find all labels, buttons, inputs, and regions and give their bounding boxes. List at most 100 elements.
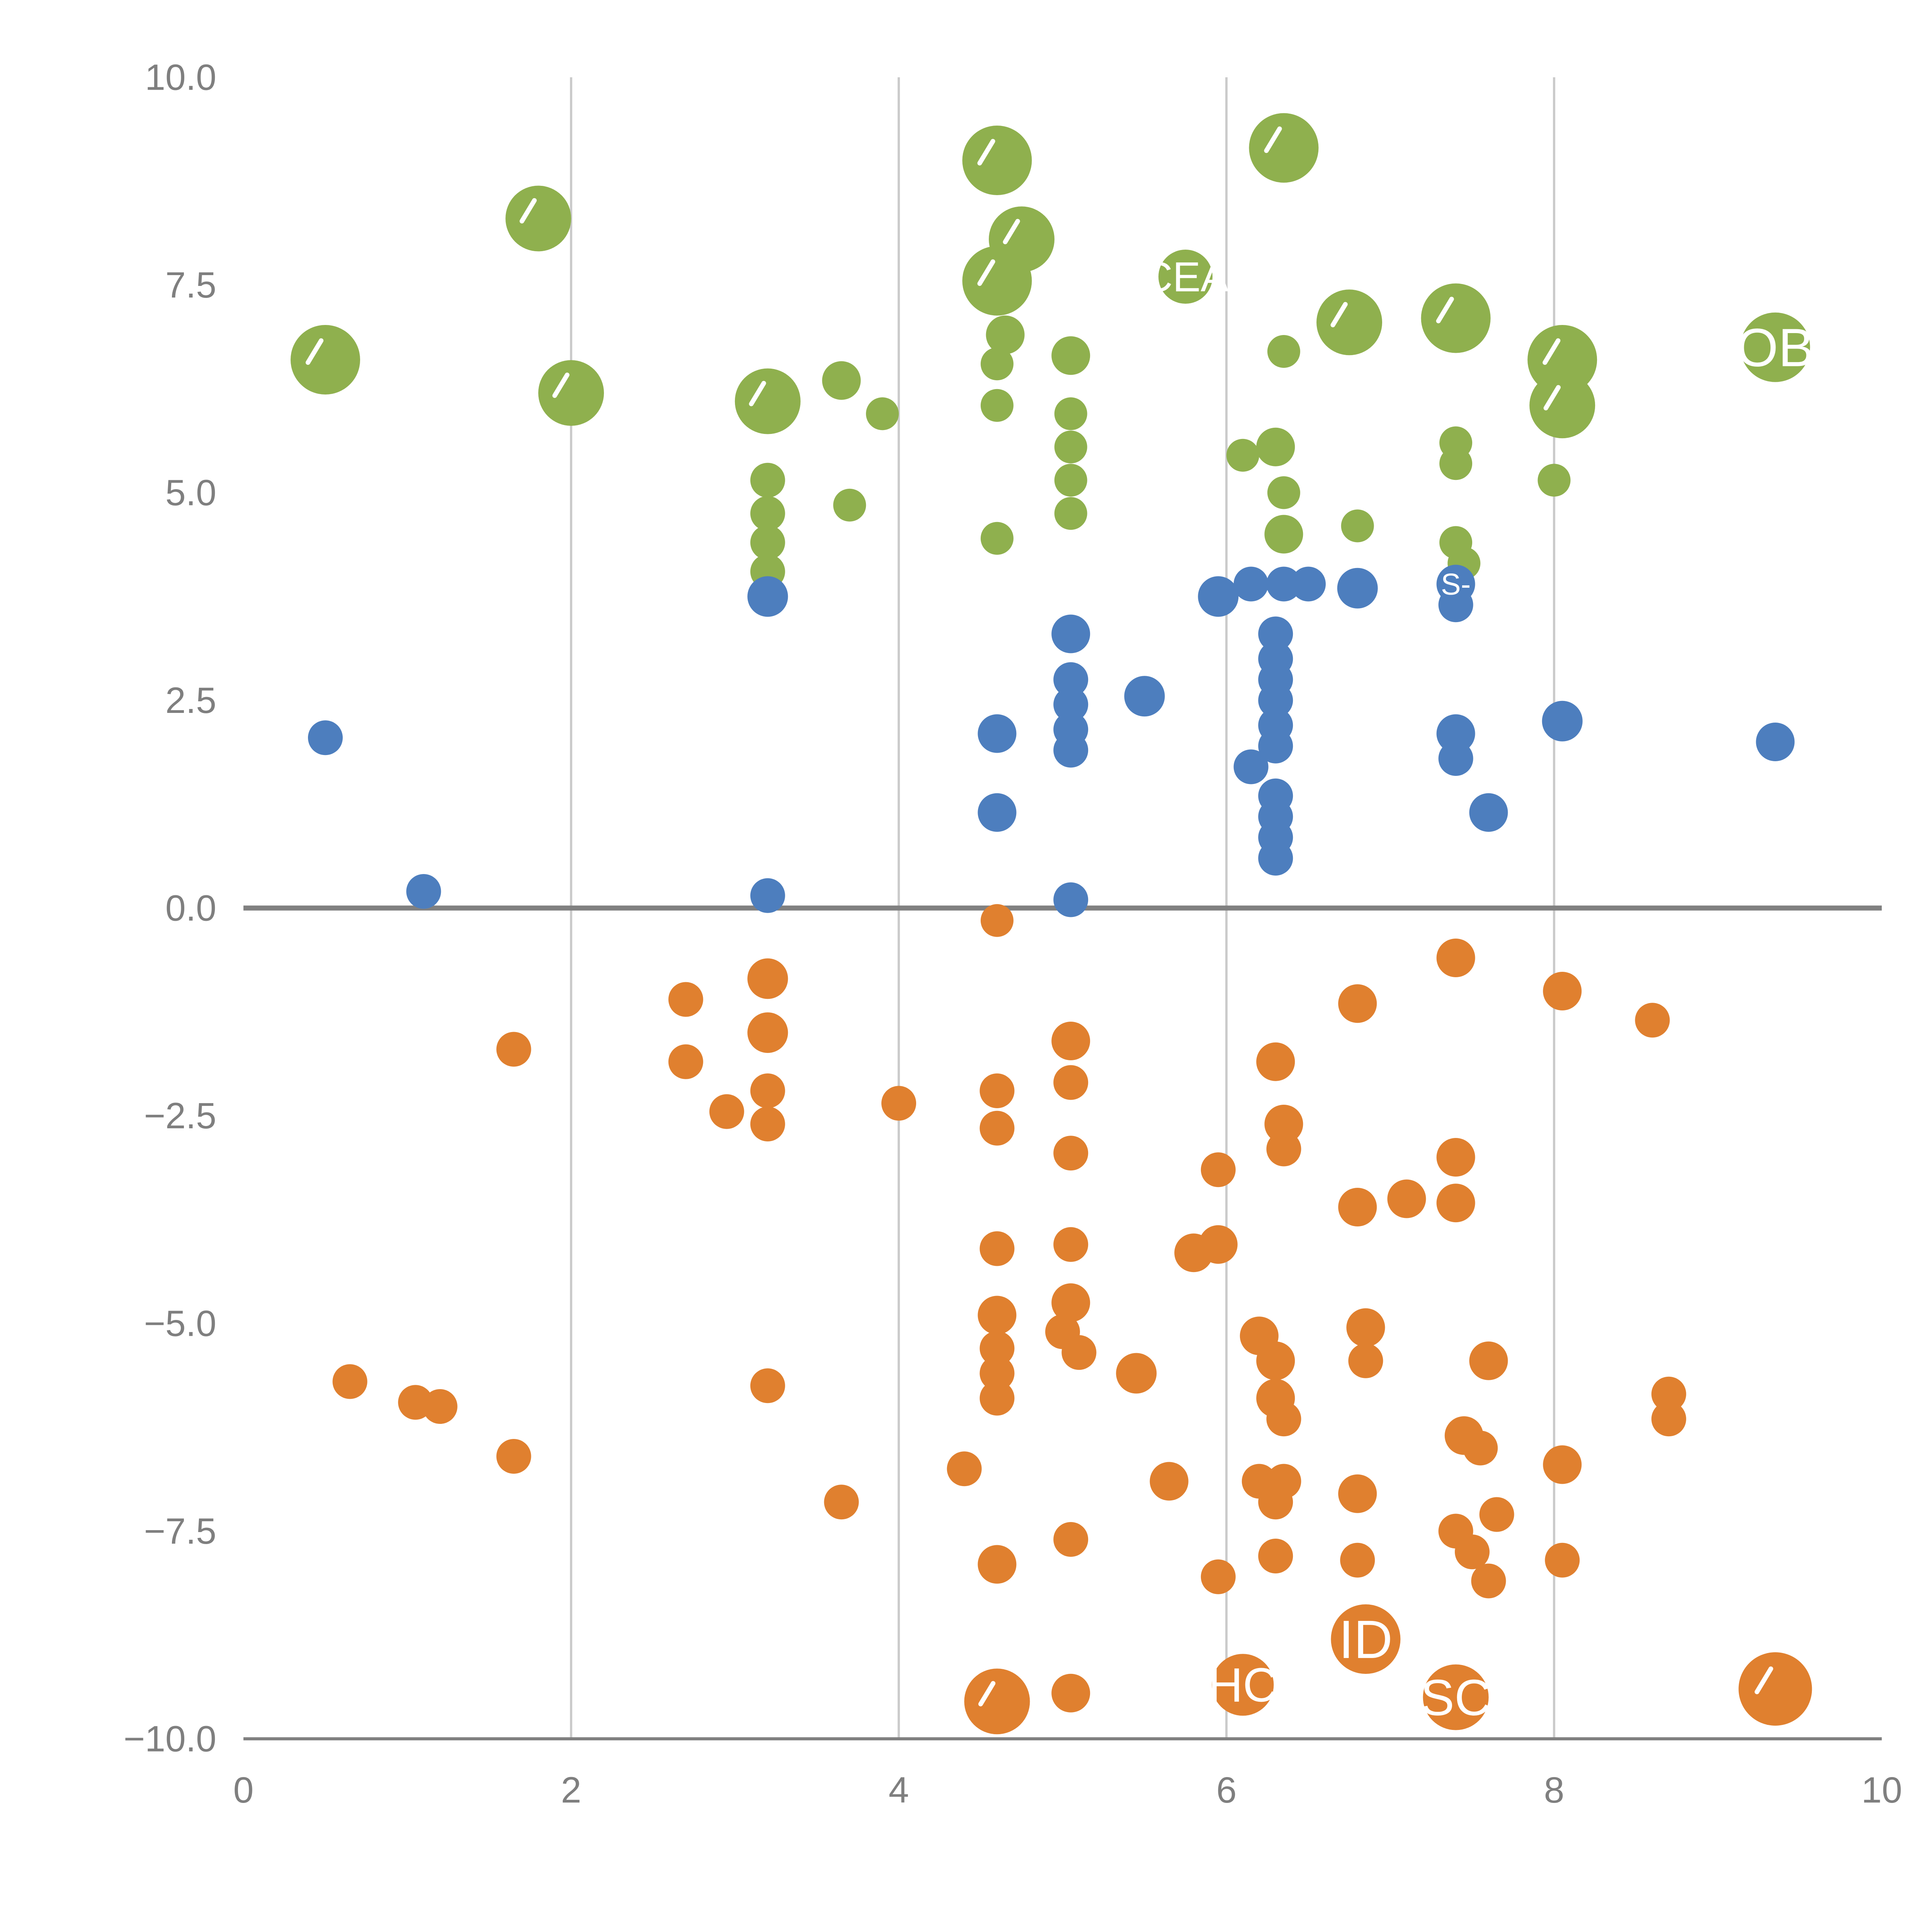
data-point-blue[interactable]	[1124, 676, 1165, 717]
data-point-blue[interactable]	[1053, 733, 1088, 768]
data-point-green[interactable]	[1267, 335, 1300, 368]
data-point-green[interactable]	[1054, 430, 1087, 464]
data-point-blue[interactable]	[308, 720, 343, 755]
data-point-orange[interactable]	[1436, 1138, 1475, 1177]
data-point-blue[interactable]	[1266, 566, 1301, 602]
data-point-orange[interactable]	[980, 1356, 1015, 1391]
data-point-orange[interactable]	[1543, 972, 1582, 1010]
data-point-orange[interactable]	[980, 1111, 1015, 1146]
data-point-orange[interactable]	[750, 1107, 785, 1141]
data-point-green[interactable]	[1256, 427, 1295, 466]
data-point-orange[interactable]	[750, 1073, 785, 1108]
data-point-green[interactable]	[962, 126, 1032, 195]
data-point-green[interactable]	[735, 368, 801, 434]
data-point-orange[interactable]	[1266, 1401, 1301, 1437]
data-point-orange[interactable]	[1651, 1376, 1686, 1412]
data-point-orange[interactable]	[1212, 1654, 1274, 1716]
data-point-orange[interactable]	[1051, 1283, 1090, 1322]
data-point-blue[interactable]	[1258, 683, 1293, 718]
data-point-blue[interactable]	[978, 793, 1017, 832]
data-point-blue[interactable]	[1233, 749, 1269, 784]
data-point-blue[interactable]	[1258, 728, 1293, 764]
data-point-orange[interactable]	[1053, 1136, 1088, 1171]
data-point-orange[interactable]	[1256, 1042, 1295, 1081]
data-point-orange[interactable]	[1150, 1462, 1189, 1501]
data-point-orange[interactable]	[1051, 1022, 1090, 1060]
data-point-green[interactable]	[1421, 283, 1491, 353]
data-point-blue[interactable]	[747, 576, 788, 617]
data-point-orange[interactable]	[1258, 1485, 1293, 1520]
data-point-blue[interactable]	[1198, 576, 1239, 617]
data-point-blue[interactable]	[1233, 566, 1269, 602]
data-point-green[interactable]	[1316, 289, 1382, 355]
data-point-orange[interactable]	[964, 1668, 1030, 1735]
data-point-orange[interactable]	[980, 904, 1014, 937]
data-point-orange[interactable]	[978, 1296, 1017, 1335]
data-point-orange[interactable]	[668, 1044, 703, 1079]
data-point-orange[interactable]	[1423, 1664, 1489, 1730]
data-point-green[interactable]	[1341, 509, 1374, 543]
data-point-blue[interactable]	[1291, 566, 1326, 602]
data-point-orange[interactable]	[1264, 1105, 1303, 1143]
data-point-orange[interactable]	[1436, 939, 1475, 977]
data-point-orange[interactable]	[496, 1439, 531, 1474]
data-point-orange[interactable]	[1469, 1341, 1508, 1380]
data-point-orange[interactable]	[1543, 1445, 1582, 1484]
data-point-blue[interactable]	[1053, 687, 1088, 722]
data-point-orange[interactable]	[1635, 1003, 1670, 1038]
data-point-orange[interactable]	[980, 1231, 1015, 1266]
data-point-orange[interactable]	[750, 1368, 785, 1403]
data-point-blue[interactable]	[1756, 723, 1795, 761]
data-point-green[interactable]	[1267, 476, 1300, 509]
data-point-blue[interactable]	[1436, 714, 1475, 753]
data-point-orange[interactable]	[1338, 984, 1377, 1023]
data-point-orange[interactable]	[668, 982, 703, 1017]
data-point-orange[interactable]	[1346, 1308, 1385, 1347]
data-point-orange[interactable]	[1053, 1065, 1088, 1100]
data-point-green[interactable]	[1054, 464, 1087, 497]
data-point-orange[interactable]	[1348, 1343, 1383, 1378]
data-point-blue[interactable]	[978, 714, 1017, 753]
data-point-blue[interactable]	[1438, 587, 1473, 622]
data-point-green[interactable]	[1249, 113, 1319, 183]
data-point-orange[interactable]	[1053, 1522, 1088, 1557]
data-point-blue[interactable]	[1542, 701, 1583, 742]
data-point-orange[interactable]	[1545, 1543, 1580, 1578]
data-point-green[interactable]	[505, 185, 571, 252]
data-point-green[interactable]	[986, 315, 1025, 354]
data-point-orange[interactable]	[881, 1086, 916, 1121]
data-point-orange[interactable]	[1053, 1227, 1088, 1262]
data-point-blue[interactable]	[406, 874, 441, 909]
data-point-orange[interactable]	[1266, 1131, 1301, 1167]
data-point-green[interactable]	[1740, 312, 1810, 382]
data-point-green[interactable]	[750, 463, 785, 498]
data-point-green[interactable]	[1054, 497, 1087, 530]
data-point-green[interactable]	[980, 522, 1014, 555]
data-point-orange[interactable]	[332, 1364, 367, 1399]
data-point-orange[interactable]	[1116, 1353, 1157, 1394]
data-point-green[interactable]	[1158, 250, 1213, 304]
data-point-blue[interactable]	[1053, 662, 1088, 697]
data-point-green[interactable]	[538, 360, 604, 426]
data-point-green[interactable]	[1051, 336, 1090, 375]
data-point-green[interactable]	[1264, 515, 1303, 554]
data-point-orange[interactable]	[1051, 1673, 1090, 1713]
data-point-green[interactable]	[1529, 372, 1595, 439]
data-point-orange[interactable]	[1340, 1543, 1375, 1578]
data-point-blue[interactable]	[1051, 614, 1090, 653]
data-point-blue[interactable]	[1469, 793, 1508, 832]
data-point-orange[interactable]	[747, 958, 788, 999]
data-point-orange[interactable]	[1387, 1179, 1426, 1218]
data-point-orange[interactable]	[1738, 1652, 1812, 1726]
data-point-orange[interactable]	[1479, 1497, 1514, 1532]
data-point-orange[interactable]	[978, 1545, 1017, 1584]
data-point-green[interactable]	[291, 325, 360, 395]
data-point-orange[interactable]	[1471, 1563, 1506, 1599]
data-point-green[interactable]	[1527, 325, 1597, 395]
data-point-orange[interactable]	[1455, 1534, 1490, 1570]
data-point-blue[interactable]	[1258, 616, 1293, 651]
data-point-orange[interactable]	[1338, 1474, 1377, 1513]
data-point-orange[interactable]	[1258, 1539, 1293, 1573]
data-point-orange[interactable]	[1199, 1225, 1238, 1264]
data-point-blue[interactable]	[1258, 841, 1293, 876]
